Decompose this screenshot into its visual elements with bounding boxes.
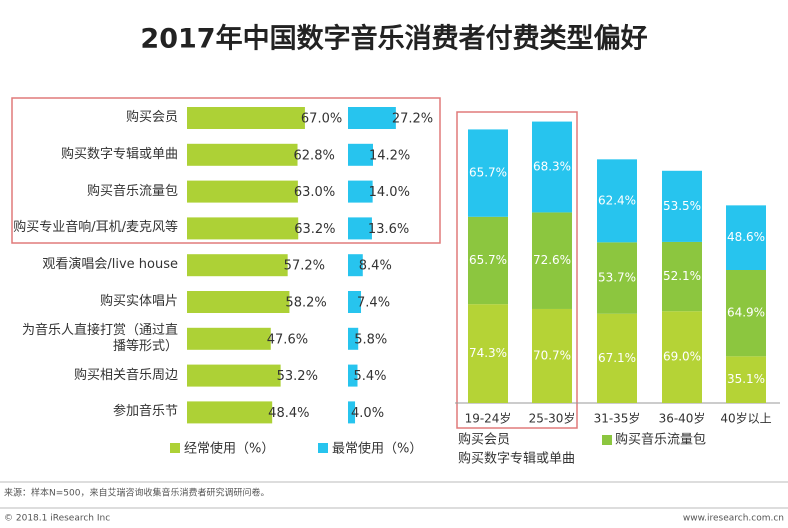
- bar: [348, 180, 373, 203]
- bar-segment: [532, 212, 572, 309]
- bar-segment: [468, 129, 508, 217]
- value-label: 57.2%: [284, 259, 325, 274]
- x-tick-label: 25-30岁: [529, 411, 576, 426]
- bar: [348, 254, 363, 277]
- highlight-box: [11, 97, 441, 244]
- value-label: 47.6%: [267, 332, 308, 347]
- bar: [187, 180, 298, 203]
- value-label: 67.0%: [301, 112, 342, 127]
- value-label: 53.7%: [598, 271, 636, 285]
- value-label: 72.6%: [533, 253, 571, 267]
- bar: [348, 291, 362, 313]
- value-label: 4.0%: [351, 406, 384, 421]
- value-label: 48.6%: [727, 230, 765, 244]
- legend-label: 购买数字专辑或单曲: [458, 451, 575, 467]
- value-label: 53.5%: [663, 199, 701, 213]
- value-label: 62.4%: [598, 193, 636, 207]
- bar: [348, 107, 396, 129]
- y-tick-label: 购买专业音响/耳机/麦克风等: [13, 220, 178, 236]
- value-label: 48.4%: [268, 406, 309, 421]
- x-tick-label: 36-40岁: [659, 411, 706, 426]
- value-label: 64.9%: [727, 306, 765, 320]
- value-label: 27.2%: [392, 112, 433, 127]
- bar-segment: [532, 308, 572, 403]
- legend-swatch: [170, 443, 180, 453]
- bar-segment: [597, 313, 637, 403]
- legend-label: 经常使用（%）: [184, 441, 274, 457]
- legend-label: 购买音乐流量包: [615, 432, 706, 448]
- y-tick-label: 购买相关音乐周边: [73, 367, 178, 383]
- bar: [348, 143, 373, 166]
- legend-label: 最常使用（%）: [332, 441, 422, 457]
- bar: [187, 291, 290, 313]
- y-tick-label: 观看演唱会/live house: [42, 257, 178, 273]
- bar: [348, 401, 356, 424]
- bar-segment: [662, 241, 702, 312]
- website: www.iresearch.com.cn: [683, 514, 784, 524]
- bar: [187, 327, 271, 350]
- value-label: 70.7%: [533, 348, 571, 362]
- x-tick-label: 31-35岁: [594, 411, 641, 426]
- value-label: 7.4%: [357, 296, 390, 311]
- bar-segment: [726, 356, 766, 403]
- y-tick-label: 为音乐人直接打赏（通过直播等形式）: [21, 322, 178, 354]
- bar-segment: [662, 170, 702, 242]
- bar: [348, 217, 372, 240]
- value-label: 52.1%: [663, 269, 701, 283]
- bar-segment: [726, 205, 766, 270]
- bar: [187, 107, 305, 129]
- bar-segment: [468, 304, 508, 403]
- value-label: 14.2%: [369, 148, 410, 163]
- bar-segment: [662, 311, 702, 403]
- value-label: 69.0%: [663, 350, 701, 364]
- y-tick-label: 购买实体唱片: [99, 294, 178, 309]
- value-label: 5.4%: [354, 369, 387, 384]
- value-label: 8.4%: [359, 259, 392, 274]
- bar-segment: [597, 159, 637, 243]
- value-label: 62.8%: [294, 148, 335, 163]
- value-label: 35.1%: [727, 372, 765, 386]
- bar: [187, 364, 281, 387]
- value-label: 63.0%: [294, 185, 335, 200]
- bar: [187, 401, 273, 424]
- value-label: 68.3%: [533, 159, 571, 173]
- value-label: 58.2%: [285, 296, 326, 311]
- value-label: 63.2%: [294, 222, 335, 237]
- copyright: © 2018.1 iResearch Inc: [4, 514, 110, 524]
- bar-segment: [468, 216, 508, 305]
- value-label: 67.1%: [598, 351, 636, 365]
- y-tick-label: 购买音乐流量包: [86, 183, 178, 199]
- bar: [348, 327, 359, 350]
- value-label: 65.7%: [469, 253, 507, 267]
- value-label: 53.2%: [277, 369, 318, 384]
- value-label: 65.7%: [469, 166, 507, 180]
- y-tick-label: 参加音乐节: [112, 404, 178, 420]
- y-tick-label: 购买数字专辑或单曲: [60, 146, 178, 162]
- value-label: 14.0%: [369, 185, 410, 200]
- value-label: 13.6%: [368, 222, 409, 237]
- chart-title: 2017年中国数字音乐消费者付费类型偏好: [140, 23, 647, 55]
- bar-segment: [597, 242, 637, 314]
- bar: [187, 217, 299, 240]
- value-label: 5.8%: [354, 332, 387, 347]
- legend-label: 购买会员: [458, 432, 510, 448]
- bar-segment: [532, 121, 572, 213]
- value-label: 74.3%: [469, 346, 507, 360]
- bar: [348, 364, 358, 387]
- source-note: 来源：样本N=500，来自艾瑞咨询收集音乐消费者研究调研问卷。: [4, 487, 269, 499]
- bar: [187, 254, 288, 277]
- legend-swatch: [602, 435, 612, 445]
- bar: [187, 143, 298, 166]
- y-tick-label: 购买会员: [125, 110, 178, 125]
- x-tick-label: 19-24岁: [465, 411, 512, 426]
- bar-segment: [726, 270, 766, 357]
- highlight-box: [456, 111, 578, 429]
- x-tick-label: 40岁以上: [720, 411, 771, 426]
- legend-swatch: [318, 443, 328, 453]
